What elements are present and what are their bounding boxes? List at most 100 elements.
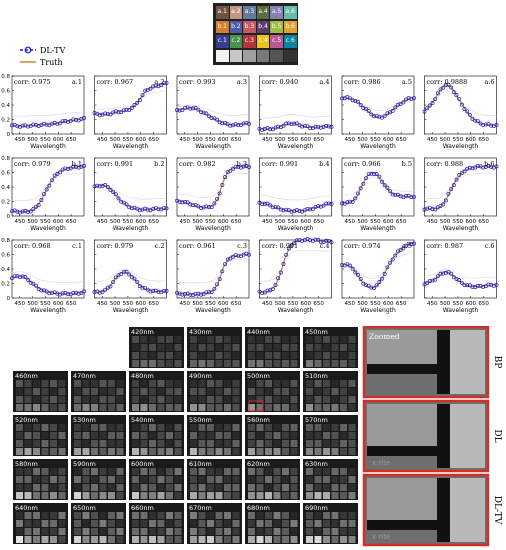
band-patch bbox=[323, 380, 330, 387]
band-patch bbox=[140, 344, 148, 351]
dltv-marker bbox=[372, 114, 376, 119]
dltv-marker bbox=[364, 107, 368, 111]
band-patch bbox=[323, 528, 330, 535]
band-patch bbox=[265, 440, 272, 447]
dltv-marker bbox=[151, 288, 156, 293]
band-patch bbox=[99, 536, 107, 543]
band-patch bbox=[82, 512, 90, 519]
band-patch bbox=[16, 520, 23, 527]
checker-patch: b.6 bbox=[284, 20, 297, 33]
band-patch bbox=[166, 360, 173, 367]
dltv-marker bbox=[393, 253, 398, 258]
band-tile: 650nm bbox=[71, 503, 126, 544]
dltv-marker bbox=[82, 163, 86, 168]
x-tick-label: 600 bbox=[301, 137, 312, 143]
dltv-marker bbox=[409, 195, 414, 199]
x-tick-label: 600 bbox=[466, 301, 477, 307]
band-patch bbox=[306, 388, 313, 395]
band-patch bbox=[290, 424, 298, 431]
band-patch bbox=[91, 484, 98, 491]
x-axis-label: Wavelength bbox=[195, 143, 231, 150]
band-patch bbox=[108, 528, 115, 535]
band-patch bbox=[157, 520, 165, 527]
dltv-marker bbox=[71, 164, 76, 169]
x-tick-label: 500 bbox=[27, 301, 38, 307]
x-tick-label: 500 bbox=[27, 219, 38, 225]
band-patch bbox=[33, 512, 40, 519]
zoom-patch-light bbox=[367, 330, 437, 364]
band-patch bbox=[116, 536, 124, 543]
dltv-marker bbox=[36, 203, 41, 207]
band-patch bbox=[24, 404, 32, 411]
dltv-marker bbox=[180, 200, 185, 205]
band-patch bbox=[198, 484, 206, 491]
checker-patch: b.3 bbox=[243, 20, 256, 33]
band-patch bbox=[215, 388, 223, 395]
x-tick-label: 450 bbox=[427, 219, 438, 225]
dltv-marker bbox=[353, 270, 358, 275]
band-patch bbox=[157, 440, 165, 447]
dltv-marker bbox=[348, 263, 352, 268]
band-patch bbox=[224, 344, 231, 351]
band-label: 520nm bbox=[15, 416, 38, 424]
band-patch bbox=[74, 528, 81, 535]
dltv-marker bbox=[278, 270, 283, 275]
dltv-marker bbox=[28, 209, 33, 214]
band-patch bbox=[33, 440, 40, 447]
band-tile: 530nm bbox=[71, 415, 126, 456]
band-patch bbox=[215, 468, 223, 475]
band-patch bbox=[224, 512, 231, 519]
band-patch bbox=[340, 536, 347, 543]
band-patch bbox=[16, 380, 23, 387]
band-patch bbox=[99, 528, 107, 535]
band-patch bbox=[108, 424, 115, 431]
band-patch bbox=[248, 388, 255, 395]
x-tick-label: 550 bbox=[453, 137, 464, 143]
band-patch bbox=[207, 396, 214, 403]
band-patch bbox=[224, 468, 231, 475]
band-patch bbox=[273, 396, 281, 403]
band-label: 460nm bbox=[15, 372, 38, 380]
band-patch bbox=[116, 424, 124, 431]
band-patch bbox=[157, 380, 165, 387]
band-patch bbox=[224, 520, 231, 527]
band-patch bbox=[282, 380, 289, 387]
dltv-marker bbox=[10, 276, 14, 281]
dltv-marker bbox=[382, 113, 387, 118]
corr-label: corr: 0.991 bbox=[97, 160, 134, 168]
band-patch bbox=[140, 336, 148, 343]
band-patch bbox=[207, 380, 214, 387]
band-patch bbox=[140, 360, 148, 367]
band-label: 430nm bbox=[189, 328, 212, 336]
band-patch bbox=[340, 440, 347, 447]
band-patch bbox=[166, 404, 173, 411]
band-patch bbox=[207, 476, 214, 483]
band-patch bbox=[132, 396, 139, 403]
band-patch bbox=[207, 536, 214, 543]
band-patch bbox=[232, 484, 240, 491]
band-patch bbox=[166, 336, 173, 343]
x-axis-label: Wavelength bbox=[278, 225, 314, 232]
band-patch bbox=[50, 388, 57, 395]
band-patch bbox=[331, 512, 339, 519]
band-patch bbox=[149, 344, 156, 351]
zoom-patch-right bbox=[450, 404, 485, 468]
band-patch bbox=[232, 476, 240, 483]
band-patch bbox=[91, 404, 98, 411]
band-patch bbox=[140, 528, 148, 535]
band-patch bbox=[306, 432, 313, 439]
band-patch bbox=[331, 424, 339, 431]
band-patch bbox=[256, 344, 264, 351]
band-patch bbox=[265, 424, 272, 431]
band-patch bbox=[24, 448, 32, 455]
band-patch bbox=[198, 396, 206, 403]
band-patch bbox=[74, 484, 81, 491]
corr-label: corr: 0.987 bbox=[427, 242, 464, 250]
y-tick-label: 0.2 bbox=[1, 282, 10, 288]
dltv-marker bbox=[159, 83, 164, 88]
x-axis-label: Wavelength bbox=[30, 307, 66, 314]
band-patch bbox=[331, 352, 339, 359]
checker-patch: a.5 bbox=[270, 6, 283, 19]
